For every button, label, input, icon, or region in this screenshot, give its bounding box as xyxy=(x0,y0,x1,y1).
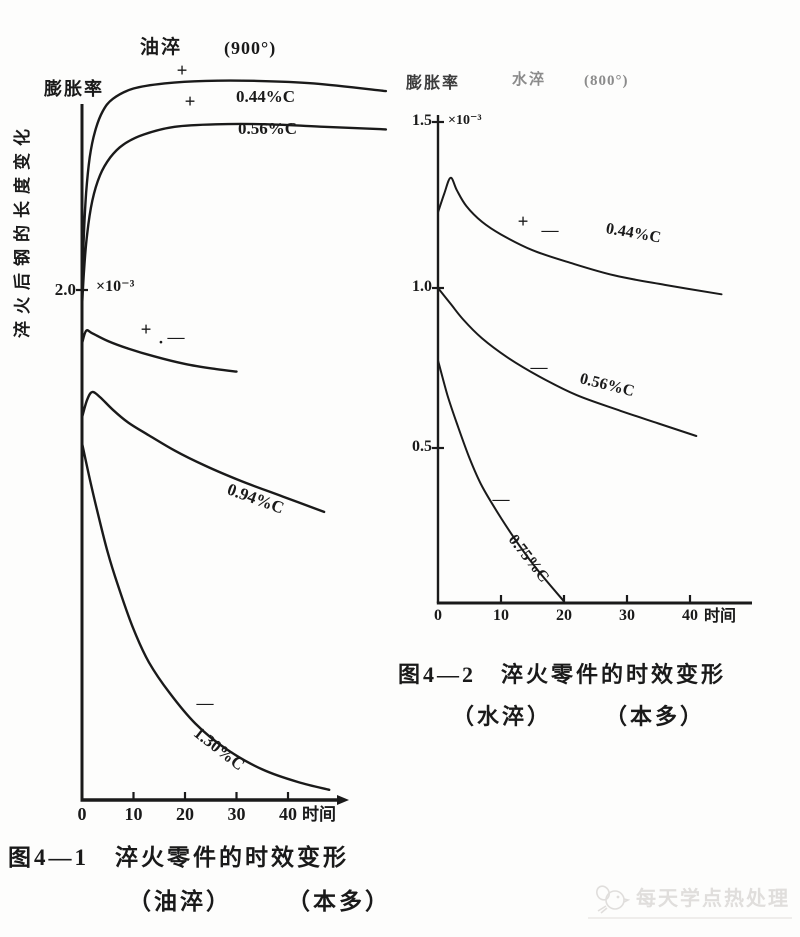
fig2-x-tick-label-0: 0 xyxy=(434,607,442,624)
fig1-minus-mark-2-2: — xyxy=(167,327,185,347)
fig1-curve-label-0.56%C: 0.56%C xyxy=(238,119,298,138)
fig2-curve-label-0.75%C: 0.75%C xyxy=(504,531,553,586)
fig2-curve-label-0.44%C: 0.44%C xyxy=(604,220,663,247)
watermark-text: 每天学点热处理 xyxy=(636,888,790,910)
fig1-curve-unlabeled xyxy=(80,329,238,373)
watermark-chick-logo-icon xyxy=(596,885,630,914)
fig1-y-tick-label-2.0: 2.0 xyxy=(54,280,76,299)
fig1-minus-mark-4-0: — xyxy=(196,693,214,713)
fig2-curve-0.75%C xyxy=(437,359,565,603)
fig1-title: 油淬 xyxy=(140,37,183,58)
fig2-caption-title: 图4—2 淬火零件的时效变形 xyxy=(398,662,727,687)
fig2-x-tick-label-30: 30 xyxy=(619,607,635,624)
fig2-plus-mark-0-0: + xyxy=(517,211,529,233)
fig1-curve-0.94%C xyxy=(80,390,326,514)
fig2-x-tick-label-20: 20 xyxy=(556,607,572,624)
fig2-caption-subtitle: （水淬） （本多） xyxy=(452,704,706,729)
fig2-y-tick-label-0.5: 0.5 xyxy=(412,438,432,455)
fig1-curve-0.44%C xyxy=(80,79,388,304)
fig2-curve-0.44%C xyxy=(437,176,723,296)
bottom-divider-line xyxy=(588,917,792,919)
fig2-y-tick-label-1.0: 1.0 xyxy=(412,278,432,295)
fig1-curve-1.30%C xyxy=(80,441,331,791)
fig1-x-tick-label-20: 20 xyxy=(176,804,194,824)
fig2-x-tick-label-10: 10 xyxy=(493,607,509,624)
fig2-curve-0.56%C xyxy=(437,287,698,437)
fig1-dot-mark-2-1: · xyxy=(158,332,164,352)
fig1-curve-label-0.44%C: 0.44%C xyxy=(236,87,296,106)
fig1-plus-mark-2-0: + xyxy=(140,319,152,341)
fig1-y-scale-label: ×10⁻³ xyxy=(96,278,135,295)
fig1-caption-subtitle: （油淬） （本多） xyxy=(128,889,391,914)
fig1-x-axis-arrow xyxy=(337,795,349,805)
fig2-curve-label-0.56%C: 0.56%C xyxy=(578,370,637,401)
fig2-y-axis-label: 膨胀率 xyxy=(406,75,461,92)
fig1-title-temperature: (900°) xyxy=(224,38,277,58)
fig1-plus-mark-1-0: + xyxy=(184,91,196,113)
fig1-x-tick-label-40: 40 xyxy=(279,804,297,824)
fig1-plus-mark-0-0: + xyxy=(176,60,188,82)
fig1-y-side-label: 淬火后钢的长度变化 xyxy=(13,122,32,338)
fig1-x-axis-unit-label: 时间 xyxy=(302,805,336,824)
fig1-x-tick-label-30: 30 xyxy=(227,804,246,824)
fig2-y-tick-label-1.5: 1.5 xyxy=(412,112,432,129)
fig2-x-axis-unit-label: 时间 xyxy=(704,608,737,625)
fig1-curve-0.56%C xyxy=(80,122,388,310)
fig2-title-temperature: (800°) xyxy=(584,73,629,89)
fig1-curve-label-0.94%C: 0.94%C xyxy=(224,479,287,518)
fig1-curve-label-1.30%C: 1.30%C xyxy=(190,723,249,775)
fig2-minus-mark-1-0: — xyxy=(530,357,548,377)
fig1-y-axis-label: 膨胀率 xyxy=(44,79,104,99)
fig1-caption-title: 图4—1 淬火零件的时效变形 xyxy=(8,845,349,870)
fig1-x-tick-label-0: 0 xyxy=(77,804,87,824)
fig2-minus-mark-2-0: — xyxy=(492,489,510,509)
fig1-x-tick-label-10: 10 xyxy=(124,804,143,824)
fig2-y-scale-label: ×10⁻³ xyxy=(448,113,482,128)
fig2-x-tick-label-40: 40 xyxy=(682,607,698,624)
fig2-minus-mark-0-1: — xyxy=(541,220,559,240)
watermark: 每天学点热处理 xyxy=(594,884,790,914)
fig2-title: 水淬 xyxy=(512,72,547,88)
